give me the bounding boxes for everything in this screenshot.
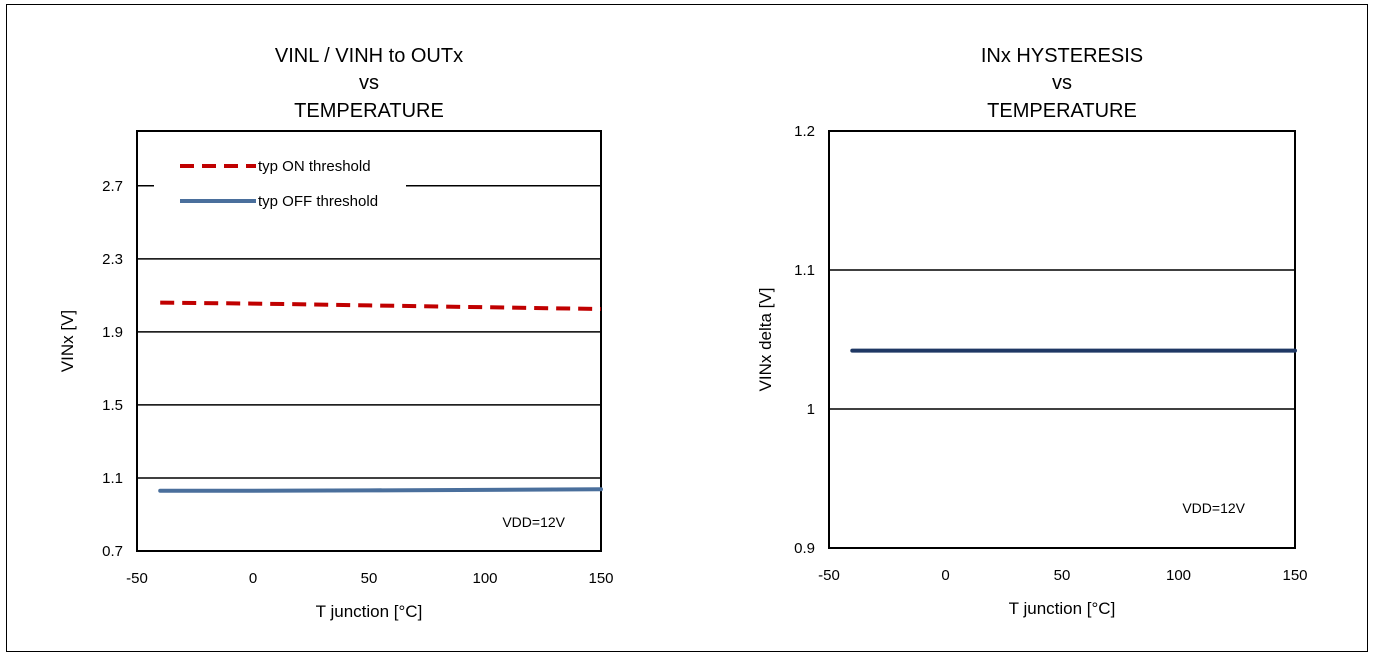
x-tick-label: 0 xyxy=(941,567,949,584)
x-axis-label: T junction [°C] xyxy=(316,602,423,621)
x-tick-label: 0 xyxy=(249,570,257,587)
y-tick-label: 0.7 xyxy=(102,543,123,560)
y-tick-label: 2.3 xyxy=(102,251,123,268)
x-tick-label: 100 xyxy=(1166,567,1191,584)
x-tick-label: 50 xyxy=(361,570,378,587)
legend-label: typ ON threshold xyxy=(258,158,371,175)
chart-title-line: TEMPERATURE xyxy=(987,100,1137,122)
x-tick-label: -50 xyxy=(818,567,840,584)
series-line-1 xyxy=(160,300,602,312)
y-tick-label: 1.9 xyxy=(102,324,123,341)
x-tick-label: -50 xyxy=(126,570,148,587)
x-tick-label: 100 xyxy=(472,570,497,587)
plot-area xyxy=(828,130,1296,549)
chart-title-line: VINL / VINH to OUTx xyxy=(275,45,463,67)
y-axis-label: VINx [V] xyxy=(58,310,77,372)
legend-label: typ OFF threshold xyxy=(258,193,378,210)
y-tick-label: 1.5 xyxy=(102,397,123,414)
figure-frame xyxy=(6,4,1368,652)
y-axis-label: VINx delta [V] xyxy=(756,288,775,392)
y-tick-label: 1.1 xyxy=(794,262,815,279)
legend-box xyxy=(154,148,406,224)
chart-2: INx HYSTERESIS vs TEMPERATURE 0.9 1 1.1 1.2 -50… xyxy=(756,45,1308,618)
x-tick-label: 150 xyxy=(1282,567,1307,584)
y-tick-label: 2.7 xyxy=(102,178,123,195)
chart-1: VINL / VINH to OUTx vs TEMPERATURE 0.7 1.1 1.… xyxy=(58,45,614,621)
x-tick-label: 50 xyxy=(1054,567,1071,584)
plot-area xyxy=(136,130,602,552)
x-axis-label: T junction [°C] xyxy=(1009,599,1116,618)
y-tick-label: 1.2 xyxy=(794,123,815,140)
y-tick-label: 1 xyxy=(807,401,815,418)
series-line-2 xyxy=(158,487,603,493)
chart-title-line: vs xyxy=(359,72,379,94)
condition-annotation: VDD=12V xyxy=(502,514,565,530)
condition-annotation: VDD=12V xyxy=(1182,500,1245,516)
x-tick-label: 150 xyxy=(588,570,613,587)
chart-title-line: INx HYSTERESIS xyxy=(981,45,1143,67)
y-tick-label: 0.9 xyxy=(794,540,815,557)
chart-title-line: TEMPERATURE xyxy=(294,100,444,122)
chart-title-line: vs xyxy=(1052,72,1072,94)
y-tick-label: 1.1 xyxy=(102,470,123,487)
